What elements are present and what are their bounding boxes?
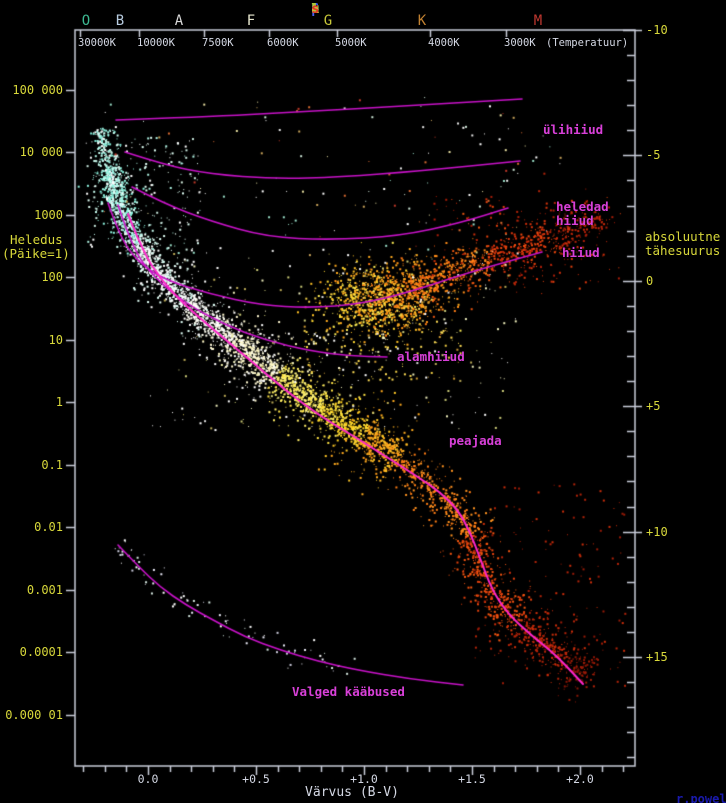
temp-label: 10000K bbox=[137, 37, 175, 49]
left-tick-label: 1000 bbox=[34, 208, 63, 222]
left-axis-title-line1: Heledus bbox=[10, 232, 63, 247]
spectral-class-A: A bbox=[174, 13, 184, 29]
title-letter: a bbox=[311, 2, 320, 17]
temp-label: 7500K bbox=[202, 37, 234, 49]
region-label-hiiud: hiiud bbox=[556, 213, 594, 228]
left-tick-label: 0.001 bbox=[26, 583, 63, 597]
temp-label: 5000K bbox=[335, 37, 367, 49]
spectral-class-K: K bbox=[417, 13, 427, 29]
spectral-class-F: F bbox=[246, 13, 256, 29]
spectral-class-M: M bbox=[533, 13, 543, 29]
watermark: r.powell bbox=[676, 792, 726, 803]
left-tick-label: 0.01 bbox=[34, 520, 63, 534]
right-tick-label: +5 bbox=[646, 399, 661, 414]
bottom-tick-label: +1.0 bbox=[350, 772, 378, 786]
title-letter: l bbox=[311, 2, 320, 17]
bottom-tick-label: +2.0 bbox=[566, 772, 594, 786]
left-tick-label: 100 bbox=[41, 270, 63, 284]
bottom-tick-label: 0.0 bbox=[137, 772, 159, 786]
title-letter: e bbox=[311, 2, 320, 17]
temp-label: 6000K bbox=[267, 37, 299, 49]
bottom-tick-label: +1.5 bbox=[458, 772, 486, 786]
region-label-hiiud: hiiud bbox=[562, 245, 600, 260]
title-letter: S bbox=[311, 2, 320, 17]
title-letter: t bbox=[311, 2, 320, 17]
region-label-ülihiiud: ülihiiud bbox=[543, 122, 604, 137]
left-tick-label: 0.000 01 bbox=[5, 708, 63, 722]
region-label-alamhiiud: alamhiiud bbox=[397, 349, 465, 364]
left-tick-label: 0.1 bbox=[41, 458, 63, 472]
bottom-axis-title: Värvus (B-V) bbox=[305, 785, 399, 800]
title-letter: l bbox=[311, 2, 320, 17]
temp-label: 3000K bbox=[504, 37, 536, 49]
right-tick-label: +15 bbox=[646, 650, 668, 664]
left-tick-label: 10 000 bbox=[19, 145, 63, 159]
right-tick-label: 0 bbox=[646, 273, 654, 288]
left-tick-label: 100 000 bbox=[12, 83, 63, 97]
left-tick-label: 0.0001 bbox=[19, 645, 63, 659]
title-letter: a bbox=[311, 2, 320, 17]
spectral-class-B: B bbox=[115, 13, 125, 29]
bottom-tick-label: +0.5 bbox=[242, 772, 270, 786]
title-letter: k bbox=[311, 2, 320, 17]
spectral-class-G: G bbox=[323, 13, 333, 29]
temperature-note: (Temperatuur) bbox=[546, 37, 629, 49]
temp-label: 30000K bbox=[78, 37, 116, 49]
right-tick-label: -10 bbox=[646, 23, 668, 37]
left-axis-title-line2: (Päike=1) bbox=[2, 246, 70, 261]
left-tick-label: 10 bbox=[48, 333, 63, 347]
left-tick-label: 1 bbox=[55, 395, 63, 409]
region-label-valged-kääbused: Valged kääbused bbox=[292, 684, 405, 699]
title-letter: r bbox=[311, 2, 320, 17]
right-axis-title-line2: tähesuurus bbox=[645, 243, 721, 258]
right-tick-label: +10 bbox=[646, 524, 668, 539]
spectral-class-O: O bbox=[81, 13, 91, 29]
title-letter: p bbox=[311, 2, 320, 17]
right-tick-label: -5 bbox=[646, 148, 661, 163]
title-letter: k bbox=[311, 2, 320, 17]
title-letter: s bbox=[311, 2, 320, 17]
title-letter: s bbox=[311, 2, 320, 17]
region-label-heledad: heledad bbox=[556, 199, 609, 214]
title-letter: a bbox=[311, 2, 320, 17]
temp-label: 4000K bbox=[428, 37, 460, 49]
region-label-peajada: peajada bbox=[449, 433, 502, 448]
right-axis-title-line1: absoluutne bbox=[645, 229, 721, 244]
